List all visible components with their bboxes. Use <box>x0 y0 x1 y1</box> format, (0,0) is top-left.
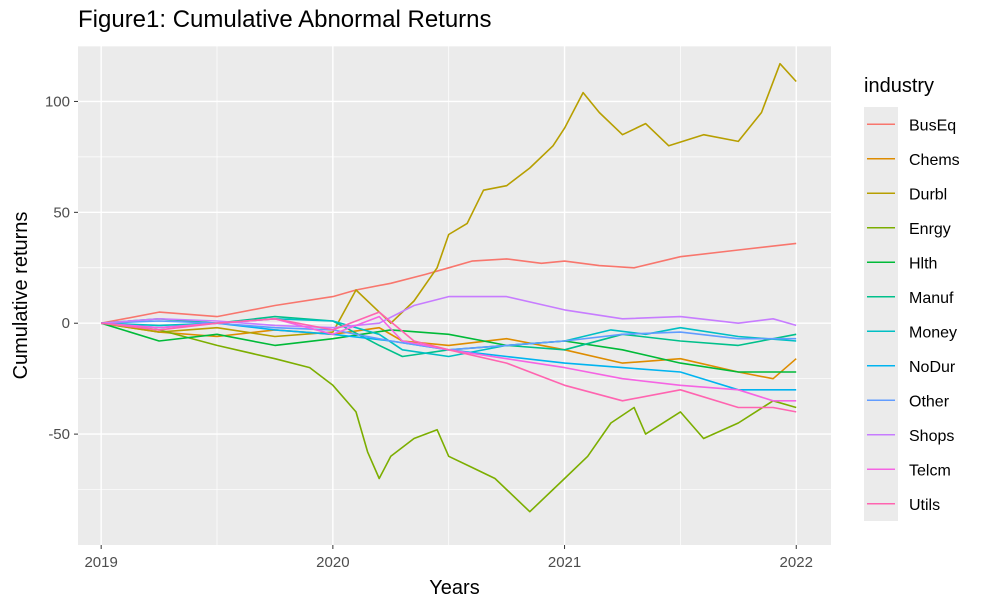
y-tick-label: -50 <box>48 426 70 443</box>
x-tick-label: 2021 <box>548 554 581 571</box>
series-line-hlth <box>100 322 797 373</box>
legend-key-background <box>864 107 898 521</box>
chart-title: Figure1: Cumulative Abnormal Returns <box>78 6 492 33</box>
legend-label-other: Other <box>909 393 950 410</box>
x-tick-label: 2019 <box>84 554 117 571</box>
legend-label-money: Money <box>909 324 957 341</box>
legend-label-buseq: BusEq <box>909 117 956 134</box>
plot-panel <box>78 46 831 545</box>
series-lines <box>100 62 797 513</box>
series-line-durbl <box>101 62 797 338</box>
y-tick-label: 50 <box>53 204 70 221</box>
legend-label-durbl: Durbl <box>909 186 947 203</box>
legend-label-enrgy: Enrgy <box>909 221 951 238</box>
series-line-enrgy <box>101 322 797 513</box>
x-tick-label: 2020 <box>316 554 349 571</box>
axis-tick-labels: 2019 2020 2021 2022 -50 0 50 100 <box>45 93 813 571</box>
legend-label-chems: Chems <box>909 152 960 169</box>
series-line-chems <box>101 322 797 380</box>
x-tick-label: 2022 <box>780 554 813 571</box>
y-axis-title: Cumulative returns <box>10 212 32 380</box>
axis-ticks <box>74 100 797 549</box>
series-line-utils <box>101 311 797 413</box>
legend: industry BusEq Chems Durbl Enrgy Hlth Manuf Mo… <box>864 75 960 521</box>
legend-label-shops: Shops <box>909 428 954 445</box>
legend-label-telcm: Telcm <box>909 462 951 479</box>
legend-label-nodur: NoDur <box>909 359 956 376</box>
legend-title: industry <box>864 75 934 97</box>
minor-gridlines <box>78 45 831 545</box>
legend-items: BusEq Chems Durbl Enrgy Hlth Manuf Money NoDur O… <box>864 107 960 521</box>
y-tick-label: 100 <box>45 93 70 110</box>
series-line-buseq <box>101 242 797 324</box>
legend-label-hlth: Hlth <box>909 255 937 272</box>
legend-label-utils: Utils <box>909 497 940 514</box>
x-axis-title: Years <box>429 577 479 599</box>
y-tick-label: 0 <box>62 315 70 332</box>
legend-label-manuf: Manuf <box>909 290 954 307</box>
